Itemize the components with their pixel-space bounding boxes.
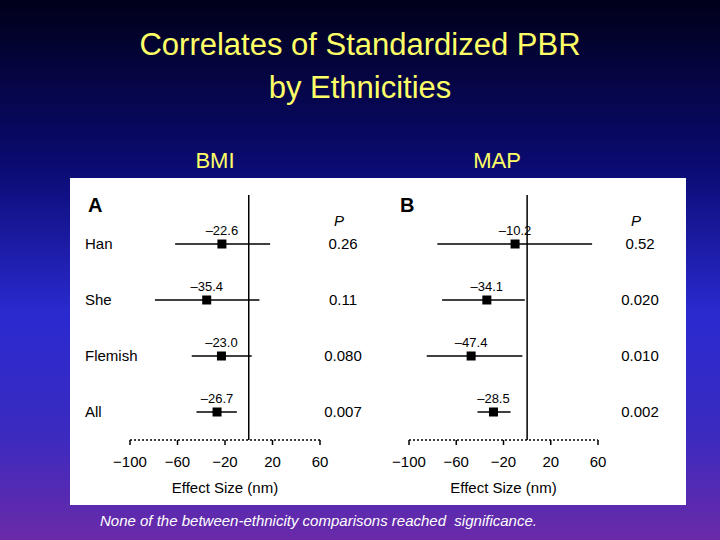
footnote: None of the between-ethnicity comparison…: [100, 512, 537, 529]
category-label: All: [85, 403, 102, 420]
data-label: –10.2: [499, 223, 532, 238]
point-estimate: [202, 296, 211, 305]
reference-line: [248, 195, 250, 440]
x-tick-label: −20: [212, 453, 237, 470]
x-tick-label: 20: [542, 453, 559, 470]
x-tick-label: 60: [312, 453, 329, 470]
point-estimate: [213, 408, 222, 417]
point-estimate: [217, 240, 226, 249]
x-tick: [456, 440, 458, 445]
x-axis-label: Effect Size (nm): [172, 479, 278, 496]
p-header: P: [334, 212, 344, 229]
data-label: –26.7: [201, 391, 234, 406]
data-label: –47.4: [455, 335, 488, 350]
data-label: –34.1: [471, 279, 504, 294]
data-label: –23.0: [205, 335, 238, 350]
x-tick-label: 20: [264, 453, 281, 470]
x-tick-label: −60: [165, 453, 190, 470]
x-tick-label: −100: [113, 453, 147, 470]
plot-area: [427, 195, 592, 440]
point-estimate: [489, 408, 498, 417]
p-value: 0.11: [329, 291, 357, 308]
p-value: 0.26: [328, 235, 357, 252]
x-tick: [177, 440, 179, 445]
x-tick: [597, 440, 599, 445]
data-label: –22.6: [206, 223, 239, 238]
x-tick-label: −20: [491, 453, 516, 470]
p-value: 0.52: [625, 235, 654, 252]
point-estimate: [217, 352, 226, 361]
x-tick: [408, 440, 410, 445]
p-value: 0.007: [324, 403, 362, 420]
x-tick-label: −100: [392, 453, 426, 470]
x-tick: [319, 440, 321, 445]
x-tick-label: 60: [590, 453, 607, 470]
point-estimate: [482, 296, 491, 305]
slide-title: Correlates of Standardized PBR: [139, 27, 580, 62]
x-axis-label: Effect Size (nm): [450, 479, 556, 496]
p-value: 0.010: [621, 347, 659, 364]
slide: Correlates of Standardized PBR by Ethnici…: [0, 0, 720, 540]
point-estimate: [511, 240, 520, 249]
x-tick: [503, 440, 505, 445]
panel-letter: B: [400, 194, 414, 216]
x-tick: [550, 440, 552, 445]
x-tick-label: −60: [444, 453, 469, 470]
x-tick: [272, 440, 274, 445]
category-label: She: [85, 291, 112, 308]
figure-panel: [70, 178, 686, 505]
plot-area: [155, 195, 270, 440]
x-tick: [224, 440, 226, 445]
panel-letter: A: [88, 194, 102, 216]
x-tick: [129, 440, 131, 445]
point-estimate: [467, 352, 476, 361]
p-value: 0.020: [621, 291, 659, 308]
data-label: –35.4: [190, 279, 223, 294]
column-header: BMI: [195, 148, 234, 173]
p-header: P: [631, 212, 641, 229]
slide-title: by Ethnicities: [269, 70, 452, 105]
column-header: MAP: [473, 148, 521, 173]
p-value: 0.002: [621, 403, 659, 420]
category-label: Han: [85, 235, 113, 252]
p-value: 0.080: [324, 347, 362, 364]
data-label: –28.5: [477, 391, 510, 406]
category-label: Flemish: [85, 347, 138, 364]
